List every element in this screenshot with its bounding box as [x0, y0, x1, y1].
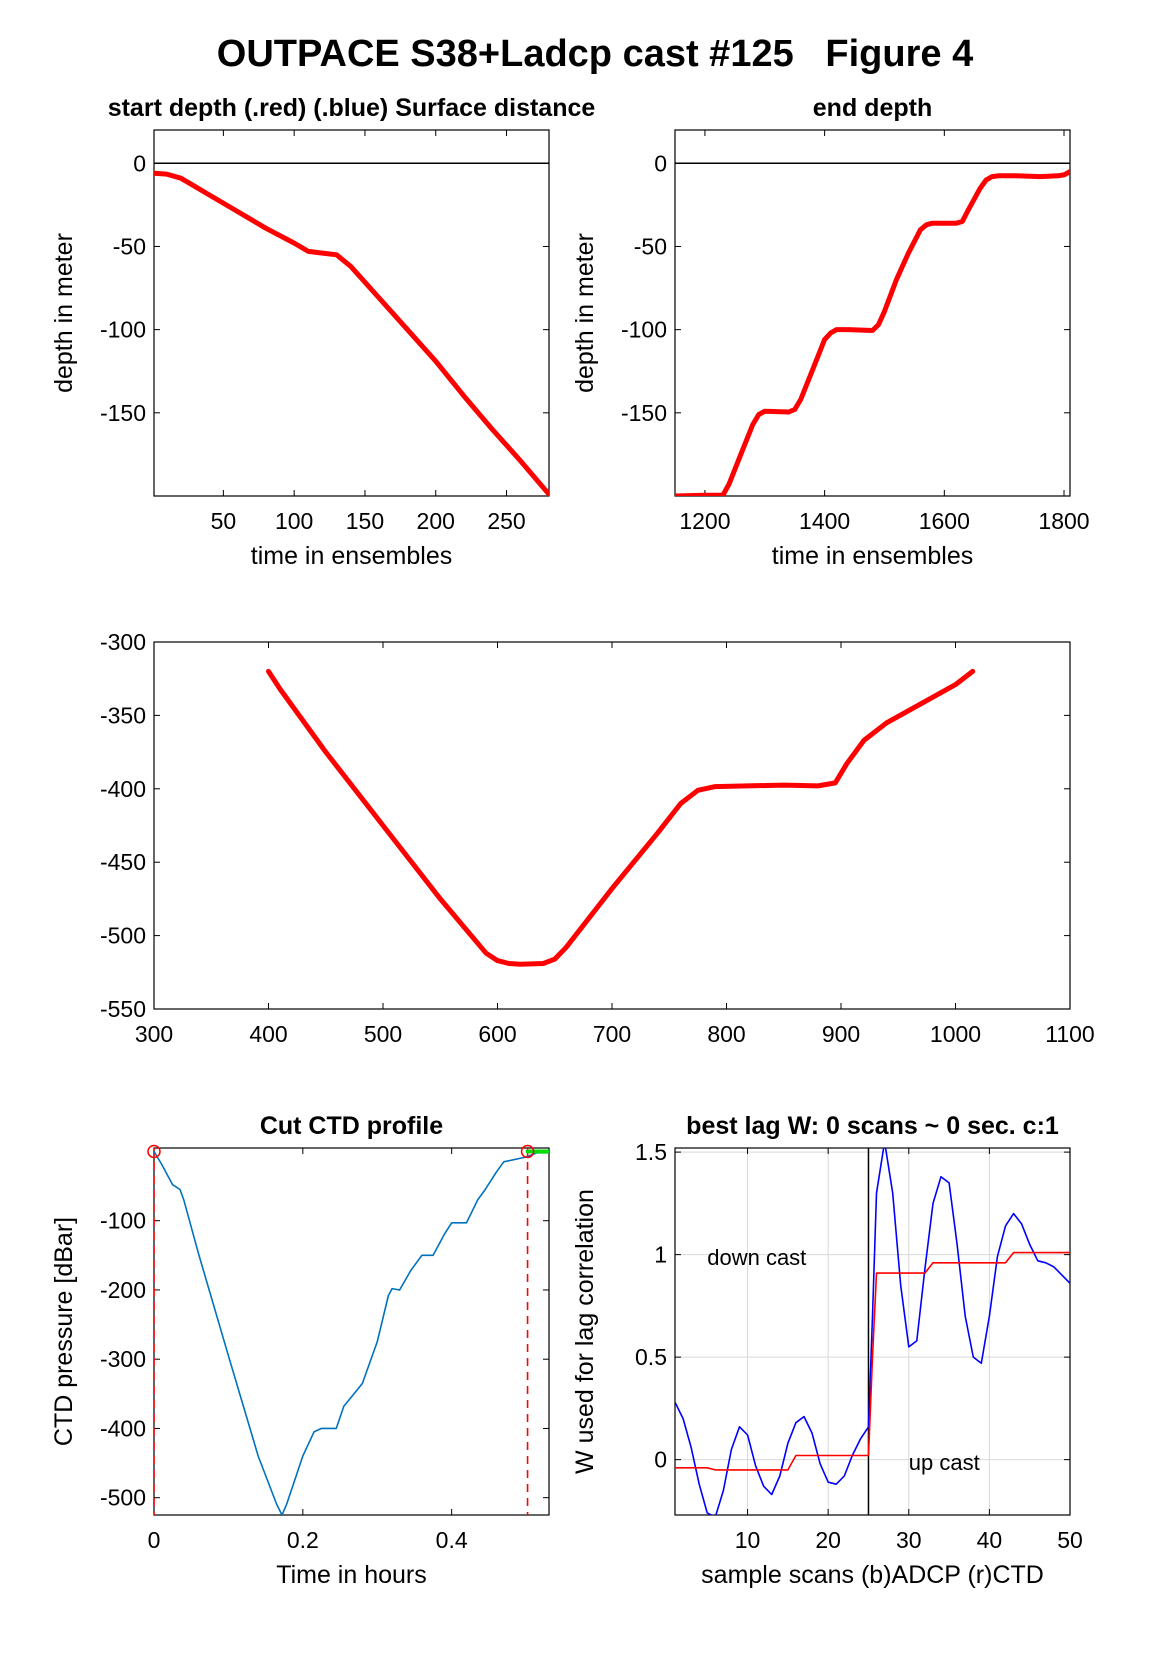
- x-tick-label: 1000: [930, 1021, 981, 1047]
- x-tick-label: 100: [275, 508, 313, 534]
- y-tick-label: -150: [621, 400, 667, 426]
- x-tick-label: 40: [977, 1527, 1003, 1553]
- y-tick-label: -500: [100, 1485, 146, 1511]
- cut-point-marker: [147, 1144, 161, 1159]
- y-tick-label: 0: [133, 150, 146, 176]
- series-line-0: [675, 169, 1070, 496]
- x-tick-label: 1400: [799, 508, 850, 534]
- x-tick-label: 400: [249, 1021, 287, 1047]
- x-tick-label: 250: [487, 508, 525, 534]
- x-axis-label: time in ensembles: [772, 542, 973, 570]
- series-line-0: [675, 1148, 1070, 1515]
- series-line-0: [266, 668, 976, 967]
- chart-ctd-profile: 0 0.2 0.4 -100 -200 -300 -400 -500 Cut CTD profi…: [50, 1112, 550, 1589]
- y-tick-label: -400: [100, 1415, 146, 1441]
- y-tick-label: -300: [100, 629, 146, 655]
- y-axis-label: CTD pressure [dBar]: [50, 1217, 78, 1446]
- chart-start-depth: 50 100 150 200 250 0 -50 -100 -150 start depth (.…: [50, 94, 595, 570]
- x-tick-label: 1800: [1038, 508, 1089, 534]
- x-axis-label: time in ensembles: [251, 542, 452, 570]
- y-tick-label: -400: [100, 776, 146, 802]
- x-tick-label: 0.2: [287, 1527, 319, 1553]
- chart-middle-depth: 300 400 500 600 700 800 900 1000 1100 -300 -350 -40…: [100, 629, 1095, 1047]
- y-tick-label: -150: [100, 400, 146, 426]
- plot-title: Cut CTD profile: [260, 1112, 443, 1140]
- plot-annotation: down cast: [707, 1245, 806, 1270]
- x-tick-label: 900: [822, 1021, 860, 1047]
- plot-title: best lag W: 0 scans ~ 0 sec. c:1: [686, 1112, 1059, 1140]
- y-tick-label: 0: [654, 1447, 667, 1473]
- series-line-0: [154, 170, 549, 496]
- chart-end-depth: 1200 1400 1600 1800 0 -50 -100 -150 end depth tim…: [571, 94, 1090, 570]
- y-tick-label: 0: [654, 150, 667, 176]
- y-tick-label: -100: [100, 1208, 146, 1234]
- y-tick-label: -300: [100, 1346, 146, 1372]
- y-tick-label: 0.5: [635, 1344, 667, 1370]
- x-axis-label: sample scans (b)ADCP (r)CTD: [701, 1561, 1044, 1589]
- chart-lag-correlation: 10 20 30 40 50 1.5 1 0.5 0 best lag W: 0 scans ~ …: [571, 1112, 1083, 1589]
- x-tick-label: 20: [815, 1527, 841, 1553]
- x-axis-label: Time in hours: [276, 1561, 427, 1589]
- series-line-1: [675, 1251, 1070, 1471]
- y-axis-label: W used for lag correlation: [571, 1189, 599, 1474]
- series-line-0: [154, 1150, 549, 1515]
- x-tick-label: 1100: [1045, 1021, 1094, 1047]
- x-tick-label: 700: [593, 1021, 631, 1047]
- y-axis-label: depth in meter: [50, 233, 78, 393]
- plot-annotation: up cast: [909, 1450, 980, 1475]
- cut-point-marker: [520, 1144, 535, 1159]
- y-tick-label: -50: [113, 233, 146, 259]
- plot-frame: [674, 129, 1071, 497]
- plot-title: end depth: [813, 94, 932, 122]
- x-tick-label: 1600: [919, 508, 970, 534]
- x-tick-label: 1200: [679, 508, 730, 534]
- plot-frame: [674, 1147, 1071, 1516]
- y-tick-label: -500: [100, 923, 146, 949]
- x-tick-label: 200: [417, 508, 455, 534]
- y-tick-label: -100: [621, 317, 667, 343]
- y-axis-label: depth in meter: [571, 233, 599, 393]
- plot-frame: [153, 1147, 550, 1516]
- x-tick-label: 30: [896, 1527, 922, 1553]
- x-tick-label: 0.4: [436, 1527, 468, 1553]
- x-tick-label: 150: [346, 508, 384, 534]
- x-tick-label: 0: [148, 1527, 161, 1553]
- y-tick-label: 1: [654, 1242, 667, 1268]
- y-tick-label: -100: [100, 317, 146, 343]
- y-tick-label: -200: [100, 1277, 146, 1303]
- figure-title: OUTPACE S38+Ladcp cast #125 Figure 4: [217, 33, 973, 75]
- x-tick-label: 50: [211, 508, 237, 534]
- y-tick-label: -50: [634, 233, 667, 259]
- x-tick-label: 800: [707, 1021, 745, 1047]
- x-tick-label: 10: [735, 1527, 761, 1553]
- y-tick-label: -350: [100, 702, 146, 728]
- y-tick-label: -450: [100, 849, 146, 875]
- x-tick-label: 300: [135, 1021, 173, 1047]
- plot-frame: [153, 129, 550, 497]
- plot-title: start depth (.red) (.blue) Surface dista…: [108, 94, 596, 122]
- y-tick-label: -550: [100, 996, 146, 1022]
- x-tick-label: 500: [364, 1021, 402, 1047]
- x-tick-label: 600: [478, 1021, 516, 1047]
- y-tick-label: 1.5: [635, 1139, 667, 1165]
- x-tick-label: 50: [1057, 1527, 1083, 1553]
